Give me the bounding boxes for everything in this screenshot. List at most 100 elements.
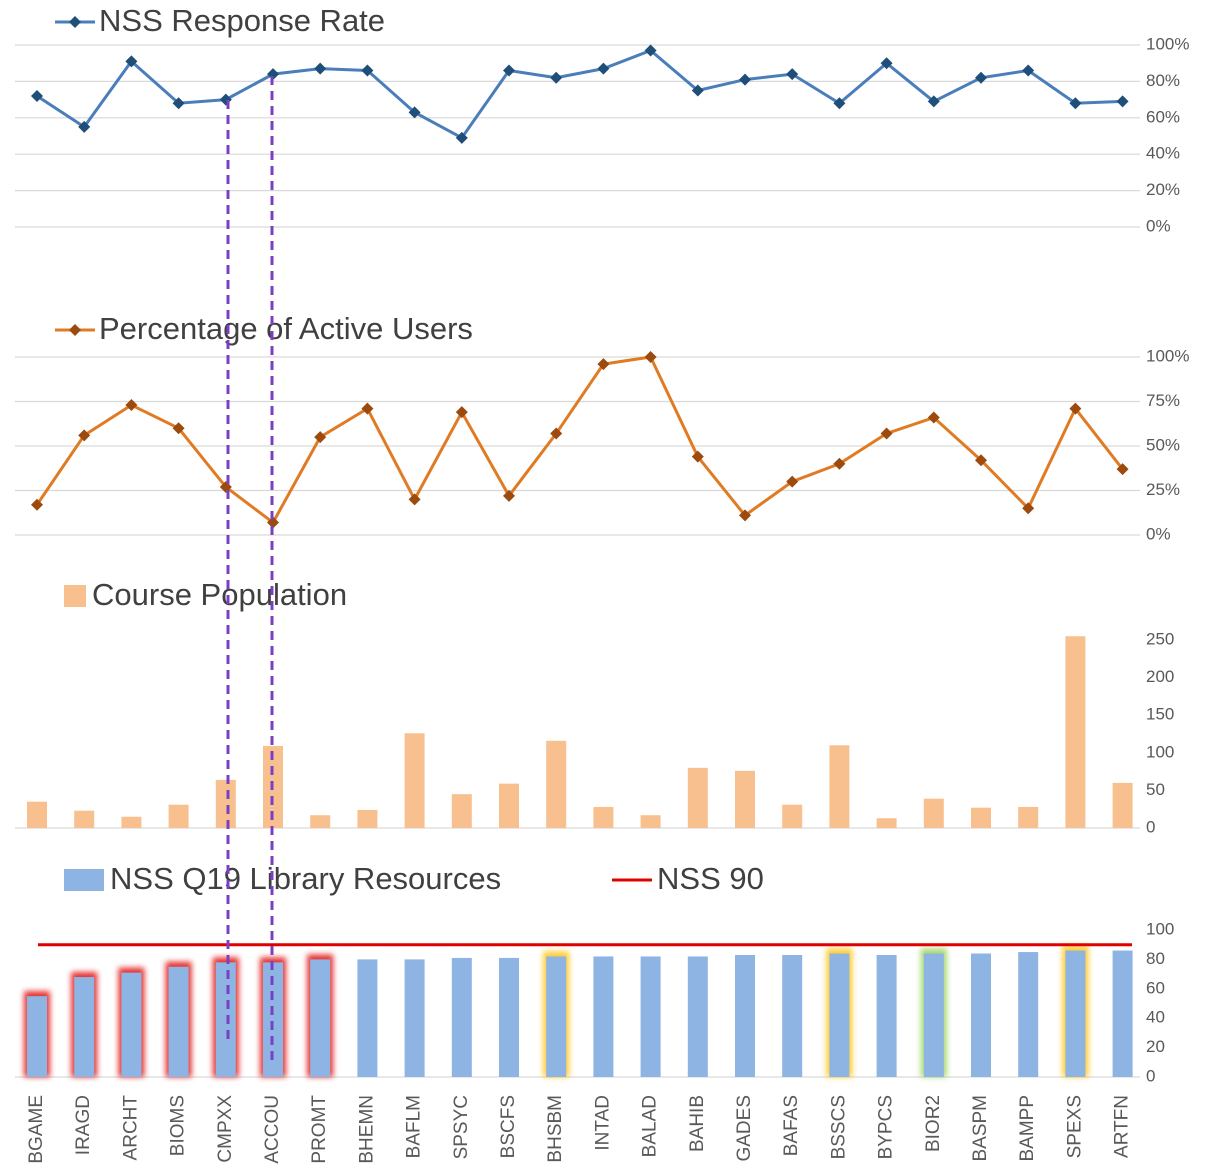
legend-label: NSS Response Rate [99,3,385,38]
bar [687,956,708,1077]
marker [975,71,987,84]
marker [78,429,91,442]
x-tick-label: GADES [734,1095,755,1162]
x-tick-label: BSCFS [498,1095,519,1158]
bar [310,815,331,828]
marker [597,358,610,371]
y-tick-label: 75% [1146,391,1180,410]
bar [74,810,95,828]
marker [455,406,468,419]
marker [597,62,610,75]
marker [503,64,515,77]
y-tick-label: 100% [1146,346,1189,365]
bar [499,783,519,828]
marker [1022,64,1035,77]
y-tick-label: 150 [1146,705,1174,724]
y-tick-label: 50% [1146,435,1180,454]
marker [927,95,940,108]
marker [975,454,987,467]
marker [503,489,515,502]
marker [739,509,751,522]
bar [782,804,803,828]
y-tick-label: 0% [1146,524,1171,543]
bar [357,809,378,828]
bar [687,767,708,828]
x-tick-label: CMPXX [215,1095,236,1163]
bar [1065,950,1086,1077]
bar [310,959,331,1077]
y-tick-label: 100% [1146,34,1189,53]
bar [829,953,850,1077]
marker [644,351,657,363]
marker [31,498,43,511]
bar [1112,782,1133,828]
y-tick-label: 100 [1146,919,1174,938]
x-tick-label: BHSBM [545,1095,566,1163]
legend-label: Percentage of Active Users [99,311,473,346]
bar [121,972,142,1077]
x-tick-label: BHEMN [356,1095,377,1164]
y-tick-label: 80% [1146,71,1180,90]
y-tick-label: 250 [1146,630,1174,649]
bar [546,740,567,828]
legend-label: Course Population [92,577,347,612]
x-tick-label: BGAME [26,1095,47,1164]
y-tick-label: 0 [1146,817,1155,836]
bar [876,954,897,1077]
bar [74,977,95,1077]
bar [923,798,944,828]
bar [640,815,661,828]
bar [263,962,283,1077]
y-tick-label: 40 [1146,1008,1165,1027]
y-tick-label: 60% [1146,107,1180,126]
marker [267,516,279,529]
marker [219,93,232,106]
marker [172,97,185,110]
x-tick-label: IRAGD [73,1095,94,1155]
bar [876,818,897,828]
marker [408,493,421,506]
x-tick-label: BYPCS [876,1095,897,1159]
marker [314,62,327,75]
bar [1065,636,1086,828]
marker [1022,502,1035,515]
bar [546,956,567,1077]
line [36,48,1123,140]
bar [27,996,47,1077]
marker [125,399,138,412]
legend-marker [69,324,81,336]
bar [215,962,236,1077]
marker [833,457,846,470]
marker [739,73,751,86]
bar [971,953,991,1077]
y-tick-label: 100 [1146,742,1174,761]
bar [923,953,944,1077]
marker [1069,97,1082,110]
marker [550,427,563,440]
marker [172,422,185,435]
marker [408,106,421,119]
marker [31,89,43,102]
bar [640,956,661,1077]
bar [357,959,378,1077]
legend-swatch [64,869,104,891]
bar [499,957,519,1077]
marker [786,68,799,81]
y-tick-label: 60 [1146,978,1165,997]
y-tick-label: 40% [1146,144,1180,163]
legend-marker [69,16,81,28]
bar [829,745,850,828]
y-tick-label: 25% [1146,480,1180,499]
bar [782,954,803,1077]
bar [215,779,236,828]
marker [786,475,799,488]
bar [168,804,189,828]
marker [78,120,91,133]
charts: 0% 20% 40% 60% 80% 100% NSS Response Rate 0% 25%… [15,3,1189,1164]
bar [404,733,425,828]
marker [361,64,374,77]
bar [451,794,472,828]
bar [1018,952,1039,1077]
marker [125,55,138,68]
